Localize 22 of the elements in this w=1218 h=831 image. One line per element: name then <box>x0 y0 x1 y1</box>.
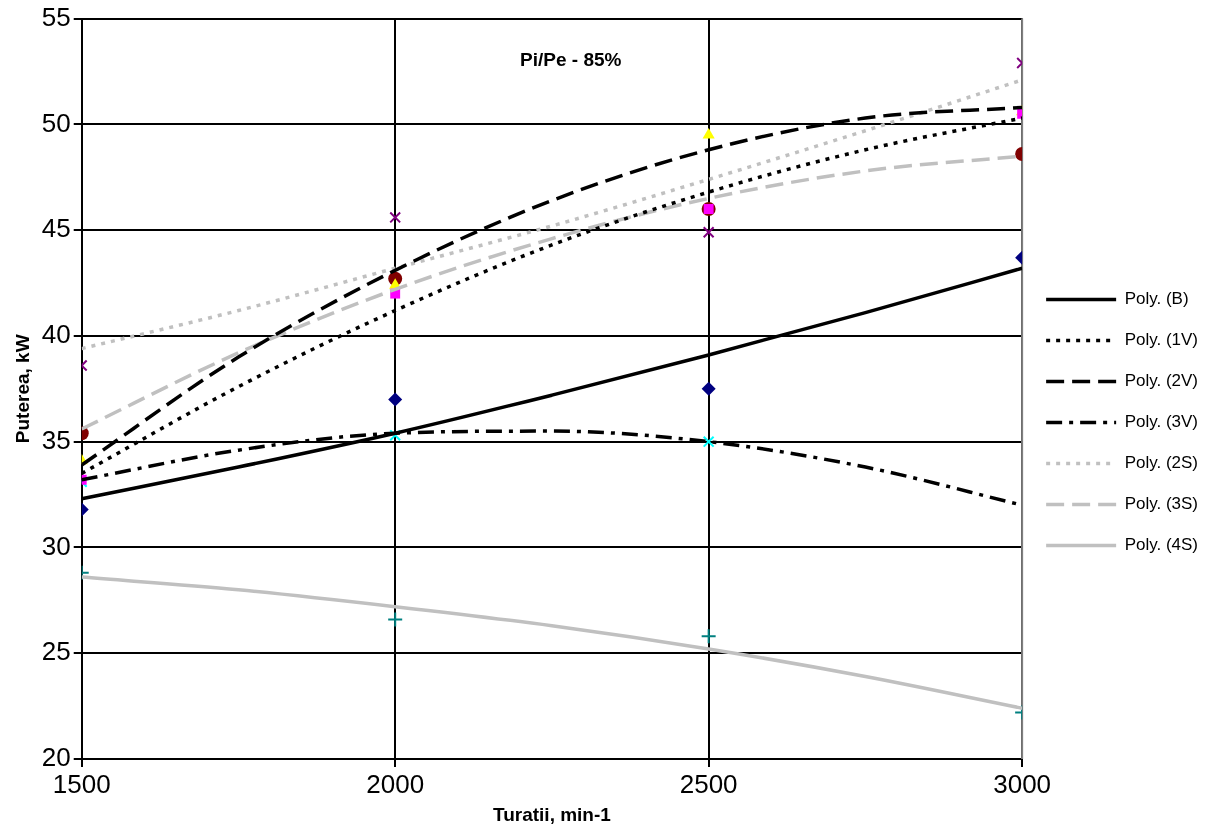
x-tick-label: 2500 <box>679 768 738 799</box>
x-axis-title: Turatii, min-1 <box>492 803 612 825</box>
text: Pi/Pe - 85% <box>520 48 622 70</box>
y-tick-label: 25 <box>41 636 71 667</box>
x-tick-label: 3000 <box>993 768 1052 799</box>
y-tick-label: 40 <box>41 319 71 350</box>
point <box>702 435 715 448</box>
y-tick-label: 45 <box>41 213 71 244</box>
legend-label: Poly. (2V) <box>1124 371 1198 391</box>
legend-label: Poly. (4S) <box>1124 535 1198 555</box>
y-axis-title: Puterea, kW <box>11 334 33 444</box>
legend-label: Poly. (B) <box>1124 289 1189 309</box>
point <box>702 127 715 139</box>
legend-label: Poly. (2S) <box>1124 453 1198 473</box>
y-tick-label: 35 <box>41 424 71 455</box>
y-tick-label: 55 <box>41 1 71 32</box>
x-tick-label: 2000 <box>366 768 425 799</box>
legend-label: Poly. (3V) <box>1124 412 1198 432</box>
y-tick-label: 30 <box>41 530 71 561</box>
y-tick-label: 50 <box>41 107 71 138</box>
legend-label: Poly. (3S) <box>1124 494 1198 514</box>
legend-label: Poly. (1V) <box>1124 330 1198 350</box>
